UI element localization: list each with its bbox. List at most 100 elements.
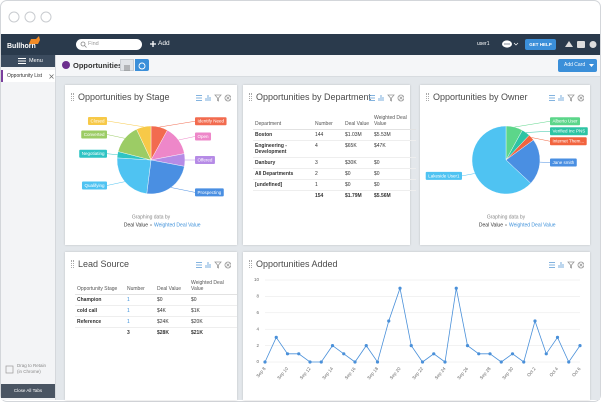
tool-icon[interactable]	[387, 94, 395, 102]
search-box[interactable]: Find	[76, 39, 142, 50]
drag-handle[interactable]	[71, 93, 74, 101]
column-header: Deal Value	[155, 278, 189, 295]
nav-icon[interactable]	[577, 41, 585, 48]
table-cell: Boston	[253, 129, 313, 141]
table-cell: $47K	[372, 140, 416, 158]
tool-icon[interactable]	[224, 94, 231, 102]
window-button[interactable]	[40, 11, 52, 23]
data-table: Opportunity Stage Number Deal Value Weighte…	[75, 278, 237, 338]
tool-icon[interactable]	[558, 95, 564, 101]
data-point	[353, 360, 357, 364]
window-button[interactable]	[8, 11, 20, 23]
y-tick-label: 8	[256, 294, 259, 299]
tool-icon[interactable]	[214, 261, 222, 269]
tool-icon[interactable]	[196, 262, 202, 268]
total-cell: $21K	[191, 330, 203, 336]
data-point	[544, 352, 548, 356]
tool-icon[interactable]	[567, 94, 575, 102]
table-cell[interactable]: 1	[125, 294, 155, 306]
data-point	[330, 344, 335, 348]
card: Opportunities by Owner Alberto User Verif…	[420, 85, 590, 245]
pie-label: Negotiating	[82, 151, 105, 156]
add-card-button[interactable]: Add Card	[558, 59, 597, 72]
table-cell: All Departments	[253, 168, 313, 180]
tool-icon[interactable]	[558, 262, 564, 268]
data-point	[454, 286, 458, 290]
tool-icon[interactable]	[224, 261, 231, 269]
total-row: 3 $28K $21K	[75, 328, 237, 339]
tab[interactable]: Opportunity List	[1, 70, 55, 82]
data-point	[387, 319, 391, 323]
table-cell: Danbury	[253, 157, 313, 169]
pie-chart: Alberto User Verified Inc PNS Internet The…	[425, 117, 588, 228]
tool-icon[interactable]	[549, 262, 555, 268]
drag-handle[interactable]	[249, 93, 252, 101]
x-tick-label: Sep 30	[501, 366, 514, 381]
x-tick-label: Sep 22	[411, 366, 424, 381]
data-point	[432, 352, 436, 356]
data-point	[409, 344, 413, 348]
tool-icon[interactable]	[577, 261, 584, 269]
tool-icon[interactable]	[214, 94, 222, 102]
tab-close[interactable]	[49, 74, 54, 79]
add-button[interactable]: Add	[158, 40, 170, 47]
tool-icon[interactable]	[397, 94, 404, 102]
close-tabs[interactable]: Close All Tabs	[1, 384, 55, 398]
menu-label: Menu	[29, 58, 43, 64]
nav-icon[interactable]	[565, 41, 573, 47]
table-cell: $0	[372, 179, 416, 191]
tool-icon[interactable]	[378, 95, 384, 101]
column-header: Weighted Deal Value	[372, 113, 416, 130]
drag-handle[interactable]	[71, 260, 74, 268]
pie-label: Verified Inc PNS	[553, 129, 586, 134]
leader-line	[525, 131, 551, 133]
list-view-button[interactable]	[120, 59, 134, 71]
entity-dot	[62, 61, 70, 69]
table-cell[interactable]: 1	[125, 305, 155, 317]
card: Opportunities by Stage Identify Need Open…	[65, 85, 237, 245]
add-card-label: Add Card	[564, 62, 586, 68]
tool-icon[interactable]	[549, 95, 555, 101]
card: Lead Source Opportunity Stage Number Deal …	[65, 252, 237, 400]
table-cell: 144	[313, 129, 343, 141]
tool-icon[interactable]	[567, 261, 575, 269]
x-tick-label: Sep 12	[299, 366, 312, 381]
table-row: Danbury 3 $30K $0	[253, 157, 416, 169]
add-icon	[150, 41, 156, 47]
x-tick-label: Oct 6	[571, 366, 582, 378]
drag-handle[interactable]	[249, 260, 252, 268]
pie-label-box	[425, 171, 462, 180]
footer-primary: Deal Value	[479, 222, 503, 228]
chat-icon[interactable]	[501, 39, 521, 49]
footer-secondary: Weighted Deal Value	[509, 222, 556, 228]
pie-label: Identify Need	[198, 119, 225, 124]
tool-icon[interactable]	[205, 95, 211, 101]
data-point	[510, 352, 515, 356]
tool-icon[interactable]	[369, 95, 375, 101]
nav-icons	[565, 41, 597, 48]
table-cell[interactable]: 1	[125, 316, 155, 328]
drag-handle[interactable]	[426, 93, 429, 101]
logo[interactable]: Bullhorn	[7, 43, 36, 50]
tool-icon[interactable]	[196, 95, 202, 101]
pie-slice	[471, 125, 532, 195]
leader-line	[178, 136, 196, 141]
data-point	[285, 352, 290, 356]
tool-icon[interactable]	[577, 94, 584, 102]
window-button[interactable]	[24, 11, 36, 23]
table-cell: $65K	[343, 140, 372, 158]
dashboard-view-button[interactable]	[135, 59, 149, 71]
pie-label-box	[81, 181, 107, 190]
y-tick-label: 10	[254, 277, 260, 282]
table-cell	[75, 328, 125, 339]
card-title: Lead Source	[78, 259, 130, 269]
help-button[interactable]: GET HELP	[525, 39, 556, 50]
tool-icon[interactable]	[205, 262, 211, 268]
card-tools	[196, 94, 231, 102]
menu-bar[interactable]: Menu	[1, 55, 55, 67]
nav-icon[interactable]	[589, 41, 597, 48]
data-point	[398, 286, 402, 290]
table-cell: $0	[343, 168, 372, 180]
pie-label: Open	[198, 134, 210, 139]
user-menu[interactable]: user1	[477, 41, 490, 47]
